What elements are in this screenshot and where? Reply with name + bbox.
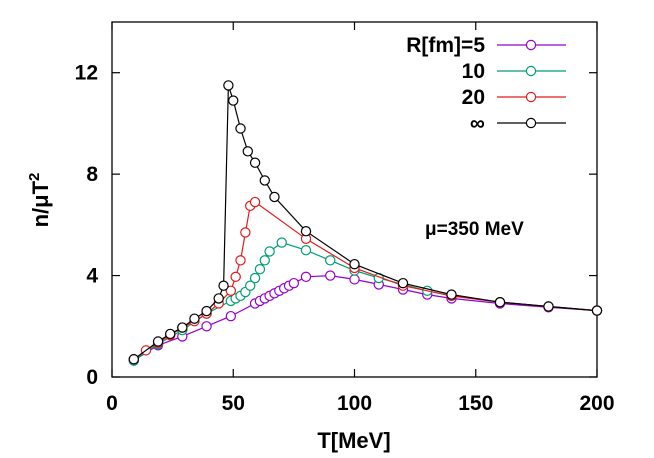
data-point	[164, 328, 176, 340]
data-point	[325, 255, 336, 266]
data-point	[201, 321, 212, 332]
y-tick-label: 8	[86, 163, 98, 186]
tick-labels: 0 50 100 150 200 0 4 8 12	[75, 62, 615, 415]
data-point	[230, 271, 241, 283]
data-point	[177, 322, 188, 333]
y-axis-title: n/μT2	[26, 173, 53, 228]
series-1	[128, 237, 603, 366]
x-tick-label: 100	[337, 392, 372, 415]
series-line	[133, 85, 598, 360]
y-tick-label: 0	[86, 366, 98, 389]
data-point	[254, 264, 266, 275]
data-point	[300, 271, 312, 283]
data-point	[223, 80, 234, 91]
legend-swatch-marker	[525, 91, 537, 103]
data-point	[259, 175, 270, 186]
data-point	[591, 305, 603, 316]
y-axis-title-group: n/μT2	[26, 173, 53, 228]
x-tick-label: 50	[222, 392, 245, 415]
data-point	[228, 95, 239, 106]
series-3	[128, 80, 603, 365]
legend: R[fm]=5 10 20 ∞	[406, 34, 566, 135]
series-line	[133, 274, 598, 362]
data-point	[201, 305, 212, 317]
y-axis-title-base: n/μT	[28, 180, 53, 227]
data-point	[249, 272, 261, 284]
data-point	[264, 246, 275, 257]
legend-swatch-marker	[525, 39, 537, 51]
data-point	[276, 237, 287, 248]
legend-label: ∞	[470, 112, 485, 135]
legend-swatch-marker	[525, 117, 537, 129]
series-line	[133, 241, 598, 361]
x-tick-label: 0	[106, 392, 118, 415]
data-point	[235, 255, 246, 266]
y-axis-title-sup: 2	[26, 173, 43, 181]
data-point	[213, 293, 224, 304]
data-point	[325, 270, 336, 281]
data-point	[235, 123, 246, 134]
data-point	[288, 277, 300, 289]
data-point	[543, 301, 554, 312]
x-tick-label: 150	[458, 392, 493, 415]
data-point	[349, 274, 360, 285]
legend-label: R[fm]=5	[406, 34, 485, 57]
data-point	[249, 157, 261, 168]
legend-swatch-marker	[525, 65, 537, 77]
data-point	[446, 289, 457, 300]
data-point	[152, 336, 164, 347]
series-layer	[128, 80, 603, 366]
data-point	[240, 227, 251, 238]
mu-annotation: μ=350 MeV	[425, 219, 524, 240]
data-point	[249, 196, 261, 208]
series-line	[133, 201, 598, 360]
legend-label: 10	[462, 60, 485, 83]
data-point	[494, 296, 506, 308]
data-point	[245, 280, 256, 291]
data-point	[259, 255, 270, 266]
data-point	[397, 277, 409, 289]
x-axis-title: T[MeV]	[317, 428, 390, 453]
axis-ticks	[111, 22, 598, 378]
data-point	[225, 285, 237, 296]
data-point	[269, 191, 280, 203]
data-point	[300, 225, 312, 237]
y-tick-label: 4	[86, 265, 98, 288]
y-tick-label: 12	[75, 62, 98, 85]
series-2	[128, 196, 603, 365]
data-point	[225, 310, 237, 322]
data-point	[349, 258, 360, 270]
data-point	[189, 313, 200, 324]
data-point	[242, 146, 253, 157]
legend-label: 20	[462, 86, 485, 109]
data-point	[300, 245, 312, 256]
x-tick-label: 200	[579, 392, 614, 415]
data-point	[128, 354, 140, 365]
data-point	[218, 280, 229, 291]
